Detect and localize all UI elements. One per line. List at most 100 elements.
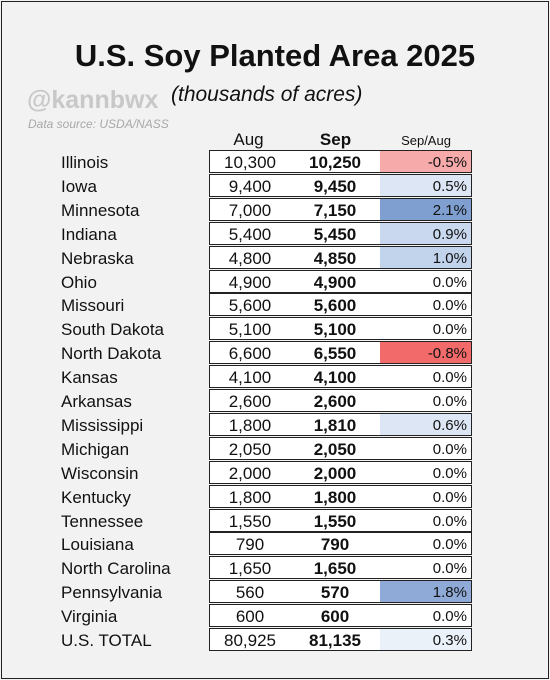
state-name: South Dakota [61, 320, 165, 340]
sep-value: 790 [290, 532, 381, 556]
table-row: Kansas 4,100 4,100 0.0% [0, 365, 550, 389]
change-percent: 1.0% [380, 245, 472, 269]
change-percent: 0.0% [380, 436, 472, 460]
state-name: Mississippi [61, 415, 144, 435]
column-header-change: Sep/Aug [401, 133, 451, 148]
sep-value: 1,810 [290, 412, 381, 436]
change-percent: 2.1% [380, 197, 472, 221]
table-row: Ohio 4,900 4,900 0.0% [0, 269, 550, 294]
sep-value: 7,150 [290, 197, 381, 221]
aug-value: 1,800 [209, 412, 291, 436]
sep-value: 4,100 [290, 365, 381, 389]
table-row: Wisconsin 2,000 2,000 0.0% [0, 460, 550, 485]
change-percent: 0.0% [380, 269, 472, 293]
change-percent: 0.0% [380, 293, 472, 317]
column-header-sep: Sep [319, 130, 352, 149]
change-percent: 0.9% [380, 221, 472, 245]
state-name: North Carolina [61, 559, 171, 579]
aug-value: 4,900 [209, 269, 291, 293]
change-percent: 0.6% [380, 412, 472, 436]
change-percent: 0.5% [380, 173, 472, 197]
sep-value: 81,135 [290, 628, 381, 651]
change-percent: 0.0% [380, 556, 472, 580]
table-row: Missouri 5,600 5,600 0.0% [0, 293, 550, 317]
state-name: Ohio [61, 272, 97, 292]
sep-value: 5,600 [290, 293, 381, 317]
table-row: Minnesota 7,000 7,150 2.1% [0, 197, 550, 222]
state-name: North Dakota [61, 344, 162, 364]
table-row: Michigan 2,050 2,050 0.0% [0, 436, 550, 461]
aug-value: 2,600 [209, 389, 291, 412]
aug-value: 2,000 [209, 460, 291, 484]
change-percent: 0.0% [380, 460, 472, 484]
state-name: U.S. TOTAL [61, 631, 152, 650]
table-row: North Carolina 1,650 1,650 0.0% [0, 556, 550, 580]
page-title: U.S. Soy Planted Area 2025 [74, 38, 476, 73]
aug-value: 4,800 [209, 245, 291, 269]
sep-value: 2,050 [290, 436, 381, 460]
table-row: Iowa 9,400 9,450 0.5% [0, 173, 550, 198]
table-row: Arkansas 2,600 2,600 0.0% [0, 389, 550, 413]
aug-value: 5,600 [209, 293, 291, 317]
aug-value: 1,650 [209, 556, 291, 580]
state-name: Kansas [61, 368, 118, 388]
state-name: Iowa [61, 176, 97, 196]
aug-value: 790 [209, 532, 291, 556]
aug-value: 560 [209, 580, 291, 604]
state-name: Tennessee [61, 511, 144, 531]
state-name: Michigan [61, 439, 130, 459]
table-row: Virginia 600 600 0.0% [0, 604, 550, 628]
state-name: Nebraska [61, 248, 134, 268]
state-name: Virginia [61, 607, 118, 627]
sep-value: 5,100 [290, 317, 381, 341]
table-row: Mississippi 1,800 1,810 0.6% [0, 412, 550, 437]
units-subtitle: (thousands of acres) [171, 83, 363, 106]
change-percent: 0.0% [380, 484, 472, 508]
change-percent: 0.0% [380, 365, 472, 389]
state-name: Indiana [61, 224, 117, 244]
table-row: Pennsylvania 560 570 1.8% [0, 580, 550, 604]
state-name: Pennsylvania [61, 583, 163, 603]
state-name: Louisiana [61, 535, 134, 555]
column-header-aug: Aug [233, 130, 264, 149]
sep-value: 2,600 [290, 389, 381, 412]
author-handle: @kannbwx [27, 86, 159, 114]
sep-value: 5,450 [290, 221, 381, 245]
aug-value: 5,400 [209, 221, 291, 245]
aug-value: 1,550 [209, 508, 291, 532]
aug-value: 9,400 [209, 173, 291, 197]
aug-value: 6,600 [209, 341, 291, 365]
aug-value: 5,100 [209, 317, 291, 341]
table-row: Kentucky 1,800 1,800 0.0% [0, 484, 550, 509]
change-percent: -0.8% [380, 341, 472, 365]
change-percent: 0.0% [380, 532, 472, 556]
sep-value: 9,450 [290, 173, 381, 197]
aug-value: 4,100 [209, 365, 291, 389]
sep-value: 1,800 [290, 484, 381, 508]
sep-value: 4,850 [290, 245, 381, 269]
change-percent: 0.0% [380, 389, 472, 412]
change-percent: -0.5% [380, 150, 472, 173]
sep-value: 570 [290, 580, 381, 604]
state-name: Minnesota [61, 200, 140, 220]
change-percent: 1.8% [380, 580, 472, 604]
sep-value: 2,000 [290, 460, 381, 484]
sep-value: 10,250 [290, 150, 381, 173]
change-percent: 0.3% [380, 628, 472, 651]
table-row: Nebraska 4,800 4,850 1.0% [0, 245, 550, 270]
table-row: Illinois 10,300 10,250 -0.5% [0, 150, 550, 174]
sep-value: 6,550 [290, 341, 381, 365]
aug-value: 2,050 [209, 436, 291, 460]
state-name: Illinois [61, 153, 109, 172]
sep-value: 600 [290, 604, 381, 628]
aug-value: 1,800 [209, 484, 291, 508]
state-name: Missouri [61, 296, 125, 316]
table-row: North Dakota 6,600 6,550 -0.8% [0, 341, 550, 365]
sep-value: 4,900 [290, 269, 381, 293]
aug-value: 7,000 [209, 197, 291, 221]
aug-value: 600 [209, 604, 291, 628]
table-row: Louisiana 790 790 0.0% [0, 532, 550, 556]
change-percent: 0.0% [380, 317, 472, 341]
aug-value: 10,300 [209, 150, 291, 173]
state-name: Wisconsin [61, 463, 139, 483]
